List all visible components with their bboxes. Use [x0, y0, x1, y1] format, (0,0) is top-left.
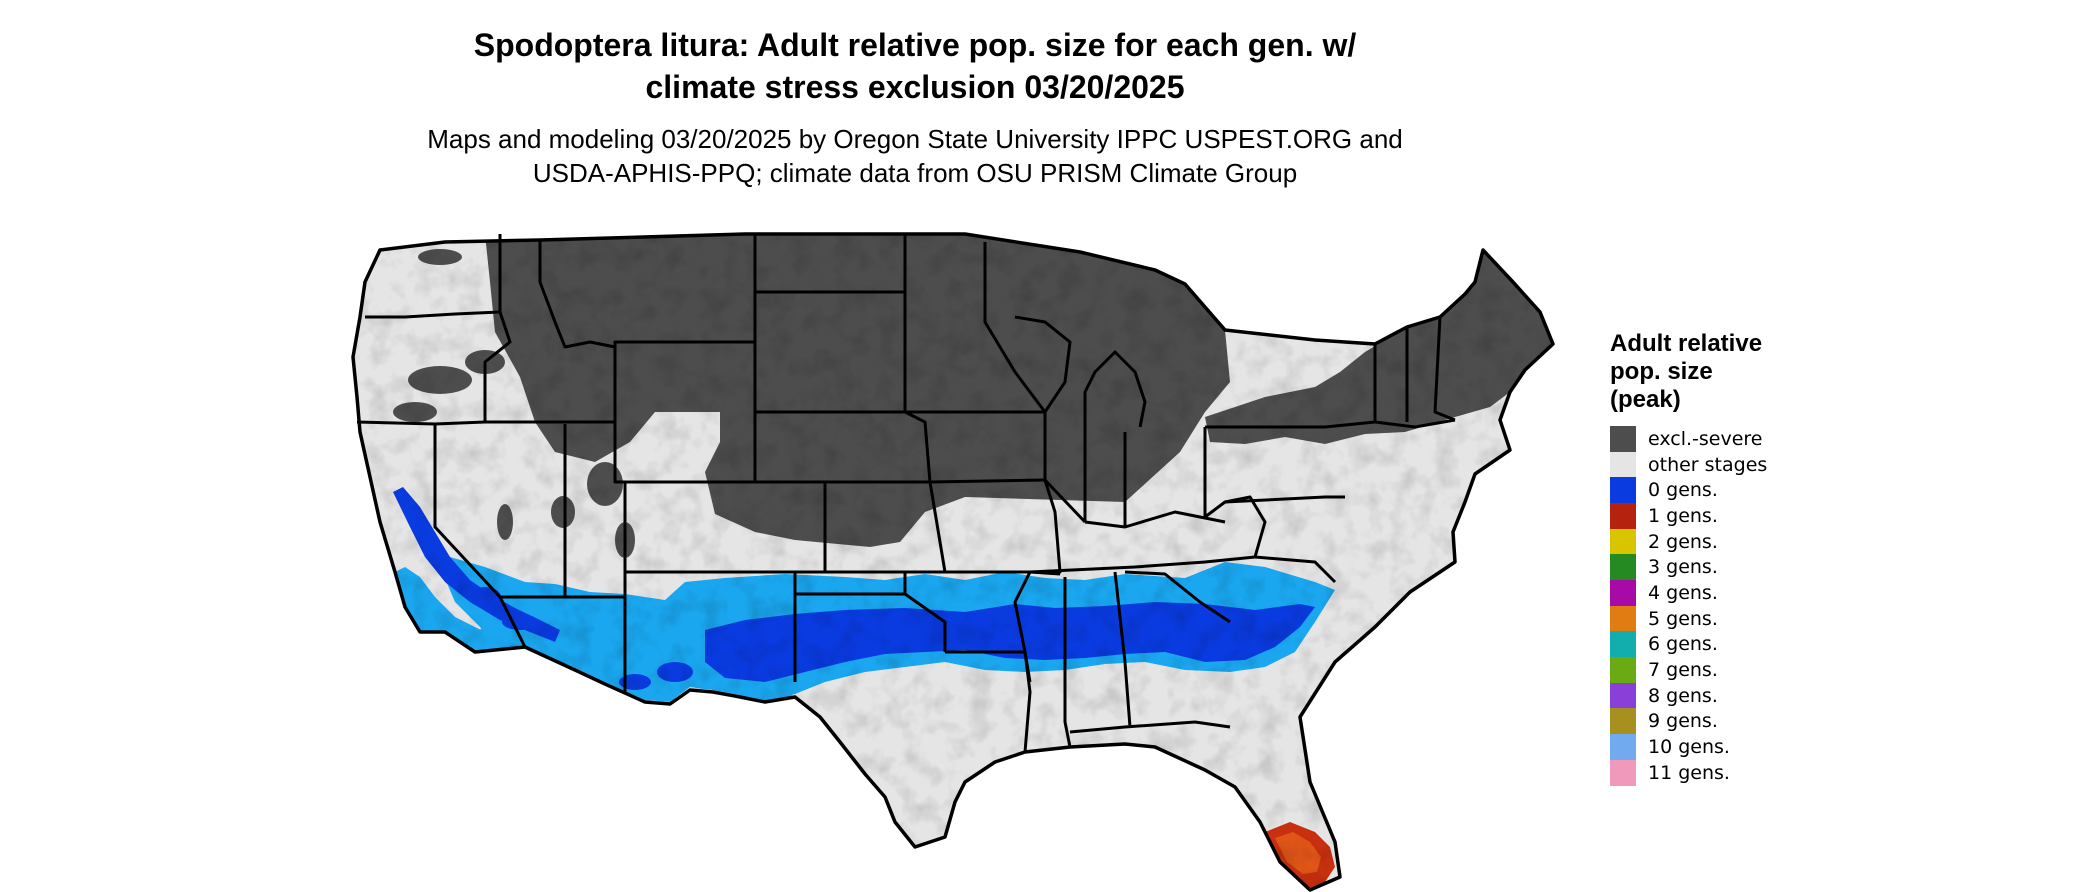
legend-item: 2 gens. [1610, 528, 1870, 555]
legend-item: 4 gens. [1610, 579, 1870, 606]
legend-label: 5 gens. [1648, 607, 1718, 630]
legend-swatch [1610, 657, 1636, 684]
legend-item: 9 gens. [1610, 708, 1870, 735]
map-subtitle-line2: USDA-APHIS-PPQ; climate data from OSU PR… [532, 158, 1298, 188]
map-title: Spodoptera litura: Adult relative pop. s… [0, 24, 1830, 108]
legend-label: 4 gens. [1648, 581, 1718, 604]
legend-swatch [1610, 734, 1636, 761]
legend-label: 6 gens. [1648, 633, 1718, 656]
legend-item: 11 gens. [1610, 759, 1870, 786]
legend-swatch [1610, 502, 1636, 529]
legend-swatch [1610, 528, 1636, 555]
legend-swatch [1610, 554, 1636, 581]
legend-item: 0 gens. [1610, 477, 1870, 504]
legend-label: 3 gens. [1648, 556, 1718, 579]
legend-label: 1 gens. [1648, 504, 1718, 527]
legend-title-line3: (peak) [1610, 386, 1681, 413]
us-map [325, 222, 1575, 892]
legend-label: 9 gens. [1648, 710, 1718, 733]
legend-label: 7 gens. [1648, 659, 1718, 682]
map-title-line2: climate stress exclusion 03/20/2025 [645, 69, 1185, 105]
us-map-svg [351, 232, 1555, 892]
legend-item: other stages [1610, 451, 1870, 478]
legend-swatch [1610, 708, 1636, 735]
legend-label: 0 gens. [1648, 479, 1718, 502]
legend-label: excl.-severe [1648, 427, 1763, 450]
legend-item: 1 gens. [1610, 502, 1870, 529]
map-legend: Adult relative pop. size (peak) excl.-se… [1610, 330, 1870, 786]
legend-label: 8 gens. [1648, 684, 1718, 707]
map-subtitle: Maps and modeling 03/20/2025 by Oregon S… [0, 122, 1830, 190]
legend-title-line2: pop. size [1610, 358, 1713, 385]
legend-swatch [1610, 682, 1636, 709]
map-title-line1: Spodoptera litura: Adult relative pop. s… [473, 27, 1357, 63]
legend-item: 8 gens. [1610, 682, 1870, 709]
legend-item: 5 gens. [1610, 605, 1870, 632]
legend-item: 7 gens. [1610, 657, 1870, 684]
legend-label: 11 gens. [1648, 761, 1730, 784]
map-subtitle-line1: Maps and modeling 03/20/2025 by Oregon S… [427, 124, 1403, 154]
legend-items: excl.-severe other stages 0 gens. 1 gens. 2 … [1610, 425, 1870, 786]
legend-label: 10 gens. [1648, 736, 1730, 759]
legend-swatch [1610, 425, 1636, 452]
legend-swatch [1610, 631, 1636, 658]
legend-label: other stages [1648, 453, 1768, 476]
legend-swatch [1610, 477, 1636, 504]
legend-swatch [1610, 451, 1636, 478]
legend-swatch [1610, 579, 1636, 606]
legend-label: 2 gens. [1648, 530, 1718, 553]
legend-item: 10 gens. [1610, 734, 1870, 761]
legend-item: 3 gens. [1610, 554, 1870, 581]
legend-title-line1: Adult relative [1610, 330, 1763, 357]
legend-item: excl.-severe [1610, 425, 1870, 452]
legend-swatch [1610, 605, 1636, 632]
legend-swatch [1610, 759, 1636, 786]
legend-item: 6 gens. [1610, 631, 1870, 658]
legend-title: Adult relative pop. size (peak) [1610, 330, 1870, 414]
